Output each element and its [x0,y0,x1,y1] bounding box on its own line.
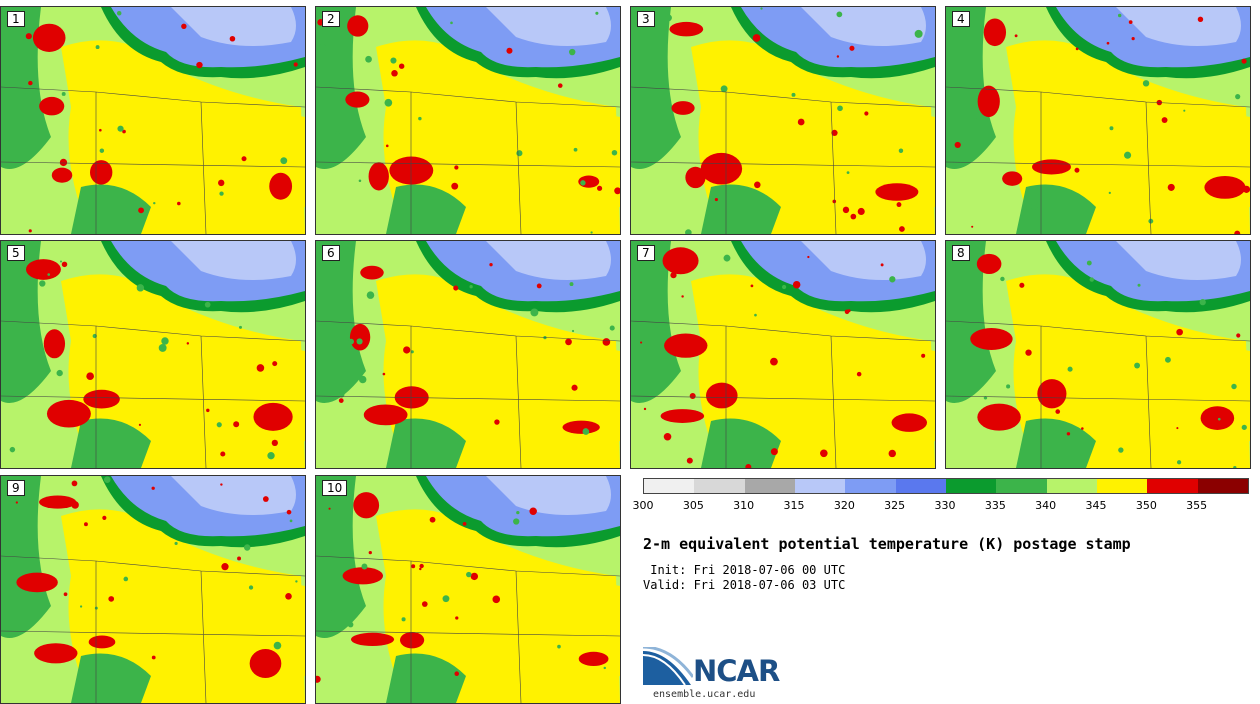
ensemble-url: ensemble.ucar.edu [653,689,756,700]
legend-swatch [895,479,946,493]
stamp-panel-10: 10 [315,475,621,704]
legend-swatch [694,479,745,493]
member-number-label: 4 [952,11,970,27]
legend-tick-label: 305 [682,499,704,512]
legend-swatch [644,479,695,493]
legend-swatch [1046,479,1097,493]
legend-swatch [794,479,846,493]
legend-swatch [1197,479,1248,493]
member-number-label: 9 [7,480,25,496]
valid-time: Valid: Fri 2018-07-06 03 UTC [643,578,846,592]
member-number-label: 8 [952,245,970,261]
legend-tick-label: 315 [783,499,805,512]
member-number-label: 3 [637,11,655,27]
legend-swatch [744,479,795,493]
stamp-panel-1: 1 [0,6,306,235]
stamp-panel-6: 6 [315,240,621,469]
color-legend-bar [643,478,1249,494]
legend-swatch [945,479,997,493]
member-number-label: 7 [637,245,655,261]
legend-swatch [1096,479,1148,493]
stamp-panel-8: 8 [945,240,1251,469]
member-number-label: 1 [7,11,25,27]
legend-swatch [996,479,1047,493]
stamp-panel-2: 2 [315,6,621,235]
stamp-panel-7: 7 [630,240,936,469]
legend-tick-label: 320 [833,499,855,512]
stamp-panel-5: 5 [0,240,306,469]
stamp-panel-4: 4 [945,6,1251,235]
member-number-label: 5 [7,245,25,261]
legend-tick-label: 335 [984,499,1006,512]
member-number-label: 2 [322,11,340,27]
ncar-logo-text: NCAR [693,654,780,688]
legend-tick-label: 330 [934,499,956,512]
member-number-label: 6 [322,245,340,261]
member-number-label: 10 [322,480,348,496]
legend-tick-label: 325 [884,499,906,512]
init-time: Init: Fri 2018-07-06 00 UTC [643,563,846,577]
stamp-panel-3: 3 [630,6,936,235]
stamp-panel-9: 9 [0,475,306,704]
figure-title: 2-m equivalent potential temperature (K)… [643,535,1131,553]
legend-swatch [1147,479,1198,493]
legend-tick-label: 310 [733,499,755,512]
ncar-logo-icon [643,647,693,686]
legend-tick-label: 355 [1186,499,1208,512]
legend-swatch [845,479,896,493]
legend-tick-label: 350 [1135,499,1157,512]
legend-tick-label: 345 [1085,499,1107,512]
legend-tick-label: 300 [632,499,654,512]
legend-tick-label: 340 [1035,499,1057,512]
